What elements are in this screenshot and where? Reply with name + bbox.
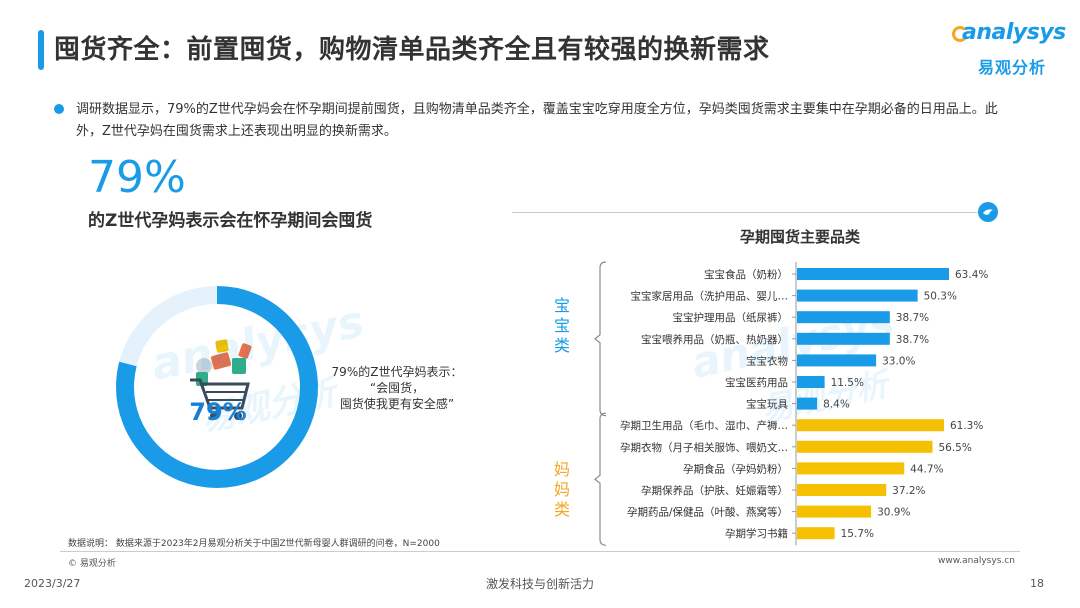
section-divider (512, 212, 982, 213)
value-label: 11.5% (831, 377, 864, 389)
group-label-mom: 妈 妈 类 (552, 460, 572, 520)
bar (797, 332, 890, 345)
page-number: 18 (1030, 577, 1044, 590)
category-label: 宝宝喂养用品（奶瓶、热奶器） (641, 333, 788, 346)
callout-line-3: 囤货使我更有安全感” (339, 397, 455, 411)
category-label: 孕期食品（孕妈奶粉） (683, 462, 788, 475)
value-label: 50.3% (924, 291, 957, 303)
category-label: 宝宝衣物 (746, 354, 788, 367)
brand-logo: analysys 易观分析 (952, 20, 1066, 80)
value-label: 56.5% (938, 442, 971, 454)
bar (797, 440, 933, 453)
value-label: 33.0% (882, 355, 915, 367)
bar (797, 268, 949, 280)
donut-percent-label: 79% (189, 398, 247, 426)
title-accent-bar (38, 30, 44, 70)
bar (797, 311, 890, 324)
category-label: 宝宝护理用品（纸尿裤） (673, 311, 789, 324)
value-label: 38.7% (896, 334, 929, 346)
value-label: 63.4% (955, 269, 988, 281)
group-bracket-1 (594, 412, 607, 546)
group-label-baby-char-3: 类 (553, 336, 570, 355)
category-label: 孕期保养品（护肤、妊娠霜等） (641, 484, 788, 497)
bar (797, 419, 944, 432)
bird-icon (978, 202, 998, 222)
report-date: 2023/3/27 (24, 577, 81, 590)
group-label-mom-char-2: 妈 (553, 480, 570, 499)
bar (797, 505, 872, 518)
value-label: 30.9% (877, 507, 910, 519)
page-title: 囤货齐全：前置囤货，购物清单品类齐全且有较强的换新需求 (54, 35, 770, 65)
value-label: 44.7% (910, 463, 943, 475)
bar (797, 484, 887, 496)
value-label: 37.2% (892, 485, 925, 497)
logo-wordmark: analysys (962, 20, 1066, 45)
chart-title: 孕期囤货主要品类 (739, 228, 860, 246)
footer-divider (60, 551, 1020, 552)
bar (797, 397, 818, 410)
value-label: 15.7% (841, 528, 874, 540)
description-text: 调研数据显示，79%的Z世代孕妈会在怀孕期间提前囤货，且购物清单品类齐全，覆盖宝… (76, 102, 998, 139)
group-label-mom-char-3: 类 (553, 500, 570, 519)
category-label: 宝宝食品（奶粉） (704, 268, 788, 281)
highlight-subtitle: 的Z世代孕妈表示会在怀孕期间会囤货 (88, 211, 373, 231)
value-label: 8.4% (823, 399, 850, 411)
category-label: 孕期药品/保健品（叶酸、燕窝等） (627, 506, 788, 519)
bar (797, 462, 905, 475)
donut-arc (116, 286, 318, 488)
group-label-baby: 宝 宝 类 (552, 296, 572, 356)
bar (797, 289, 918, 302)
value-label: 61.3% (950, 420, 983, 432)
category-label: 宝宝医药用品 (725, 376, 788, 389)
group-label-baby-char-2: 宝 (553, 316, 570, 335)
group-label-baby-char-1: 宝 (553, 296, 570, 315)
highlight-percent: 79% (88, 152, 186, 203)
callout-line-1: 79%的Z世代孕妈表示： (331, 365, 463, 379)
bar (797, 376, 825, 388)
category-label: 宝宝玩具 (746, 398, 788, 411)
data-source-note: 数据说明： 数据来源于2023年2月易观分析关于中国Z世代新母婴人群调研的问卷，… (68, 539, 440, 549)
value-label: 38.7% (896, 312, 929, 324)
logo-swoosh-icon (952, 26, 968, 42)
category-label: 宝宝家居用品（洗护用品、婴儿… (631, 290, 789, 303)
callout-line-2: “会囤货， (369, 381, 425, 395)
bar (797, 354, 877, 367)
copyright: © 易观分析 (68, 559, 116, 569)
footer-slogan: 激发科技与创新活力 (485, 577, 594, 591)
group-label-mom-char-1: 妈 (553, 460, 570, 479)
group-bracket-0 (594, 261, 607, 417)
bullet-dot-icon (54, 104, 64, 114)
shopping-cart-icon (190, 339, 252, 420)
category-label: 孕期学习书籍 (725, 527, 788, 540)
category-label: 孕期衣物（月子相关服饰、喂奶文… (620, 441, 788, 454)
website-link[interactable]: www.analysys.cn (938, 556, 1015, 566)
stockpiling-donut-chart (116, 286, 318, 488)
category-label: 孕期卫生用品（毛巾、湿巾、产褥… (620, 419, 788, 432)
callout-quote: 79%的Z世代孕妈表示： “会囤货， 囤货使我更有安全感” (322, 364, 472, 412)
bar (797, 527, 835, 540)
logo-cn-name: 易观分析 (978, 58, 1047, 77)
